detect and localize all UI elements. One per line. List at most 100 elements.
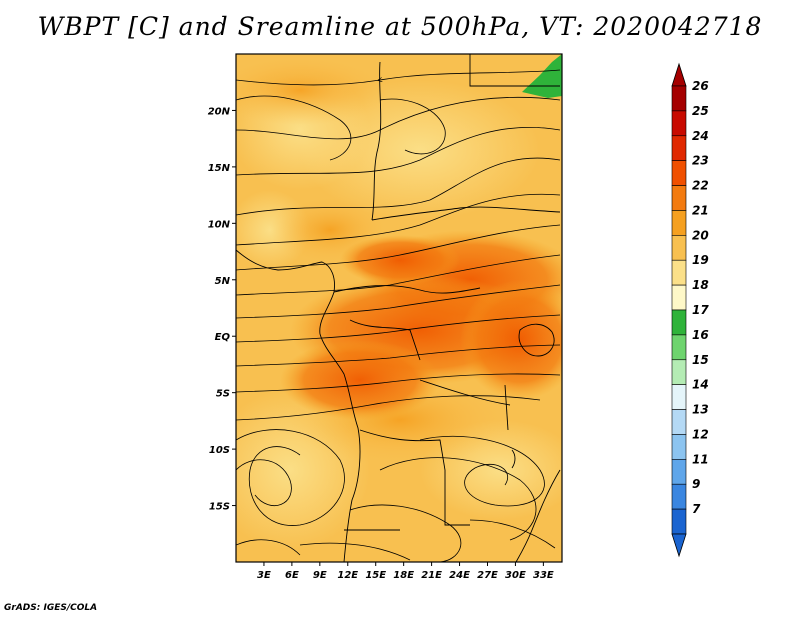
colorbar-top-arrow <box>671 62 687 87</box>
y-tick-label: 5S <box>216 389 230 400</box>
x-tick-label: 15E <box>365 570 386 581</box>
coastlines-borders <box>236 54 561 562</box>
colorbar-swatch <box>671 259 687 286</box>
x-tick-label: 3E <box>257 570 271 581</box>
wbpt-green-patch <box>522 54 562 98</box>
y-tick-label: 10S <box>209 445 230 456</box>
colorbar-label: 16 <box>692 328 709 342</box>
colorbar-label: 24 <box>692 129 709 143</box>
colorbar-label: 25 <box>692 104 709 118</box>
x-axis: 3E 6E 9E 12E 15E 18E 21E 24E 27E 30E 33E <box>257 562 554 581</box>
streamline <box>469 519 556 549</box>
coastline <box>236 249 361 562</box>
colorbar-swatch <box>671 434 687 460</box>
streamline <box>236 284 561 319</box>
colorbar-swatch <box>671 359 687 385</box>
streamline <box>379 457 537 541</box>
colorbar-label: 12 <box>692 427 709 441</box>
wbpt-hot-region <box>460 280 562 400</box>
x-tick-label: 27E <box>477 570 498 581</box>
colorbar-swatch <box>671 459 687 485</box>
colorbar-label: 23 <box>692 154 709 168</box>
grads-credit: GrADS: IGES/COLA <box>4 603 98 613</box>
y-tick-label: 20N <box>208 106 231 117</box>
colorbar-label: 15 <box>692 353 709 367</box>
colorbar-label: 9 <box>692 477 700 491</box>
colorbar-swatch <box>671 508 687 535</box>
colorbar-swatch <box>671 384 687 410</box>
country-border <box>349 319 421 361</box>
streamline <box>236 373 561 393</box>
x-tick-label: 9E <box>313 570 327 581</box>
y-tick-label: 15N <box>208 163 231 174</box>
streamline <box>236 429 345 526</box>
colorbar-label: 14 <box>692 378 709 392</box>
wbpt-warm-region <box>236 55 390 125</box>
coastline <box>515 469 561 562</box>
colorbar-swatch <box>671 210 687 236</box>
map-area <box>236 54 562 562</box>
map-frame <box>235 53 563 563</box>
colorbar-swatch <box>671 309 687 336</box>
country-border <box>419 379 511 406</box>
x-tick-label: 21E <box>421 570 442 581</box>
y-tick-label: 15S <box>209 502 230 513</box>
country-border <box>371 206 561 221</box>
x-tick-label: 12E <box>337 570 358 581</box>
country-border <box>469 54 560 87</box>
country-border <box>359 429 470 526</box>
y-tick-label: 10N <box>208 219 231 230</box>
colorbar-label: 26 <box>692 79 709 93</box>
streamline <box>236 254 561 296</box>
chart-title: WBPT [C] and Sreamline at 500hPa, VT: 20… <box>37 12 763 41</box>
colorbar-swatch <box>671 185 687 211</box>
colorbar-swatch <box>671 284 687 311</box>
colorbar-label: 21 <box>692 203 709 217</box>
streamline <box>236 224 561 271</box>
streamline <box>236 314 561 343</box>
streamline <box>236 157 561 216</box>
wbpt-hot-region <box>280 340 440 420</box>
x-tick-label: 24E <box>449 570 470 581</box>
streamline <box>236 193 561 246</box>
lake-outline <box>511 449 516 469</box>
colorbar-swatch <box>671 235 687 261</box>
colorbar-swatch <box>671 135 687 161</box>
y-axis: 20N 15N 10N 5N EQ 5S 10S 15S <box>208 106 236 513</box>
x-tick-label: 6E <box>285 570 299 581</box>
colorbar-label: 18 <box>692 278 709 292</box>
colorbar: 26 25 24 23 22 21 20 19 18 17 16 15 14 13 12 11 9 7 <box>671 62 709 558</box>
colorbar-swatch <box>671 334 687 361</box>
streamline <box>236 95 352 161</box>
streamline <box>419 435 545 507</box>
streamline <box>236 539 301 556</box>
lake-outline <box>518 323 555 357</box>
y-tick-label: 5N <box>215 276 231 287</box>
country-border <box>333 285 481 294</box>
streamline <box>236 395 541 421</box>
lake-outline <box>504 384 509 431</box>
colorbar-label: 19 <box>692 253 709 267</box>
colorbar-swatch <box>671 160 687 186</box>
y-tick-label: EQ <box>215 332 231 343</box>
colorbar-label: 22 <box>692 179 709 193</box>
streamline <box>299 542 411 561</box>
x-tick-label: 30E <box>505 570 526 581</box>
colorbar-bottom-arrow <box>671 533 687 558</box>
streamline <box>379 98 446 155</box>
streamline <box>236 459 292 506</box>
colorbar-label: 20 <box>692 228 709 242</box>
wbpt-hot-region <box>340 235 460 285</box>
streamline <box>236 344 561 367</box>
country-border <box>371 61 382 221</box>
colorbar-swatch <box>671 85 687 112</box>
x-tick-label: 18E <box>393 570 414 581</box>
colorbar-label: 17 <box>692 303 709 317</box>
colorbar-swatch <box>671 409 687 435</box>
colorbar-label: 11 <box>692 452 709 466</box>
x-tick-label: 33E <box>533 570 554 581</box>
colorbar-swatch <box>671 110 687 137</box>
colorbar-label: 7 <box>692 502 701 516</box>
colorbar-swatch <box>671 483 687 510</box>
